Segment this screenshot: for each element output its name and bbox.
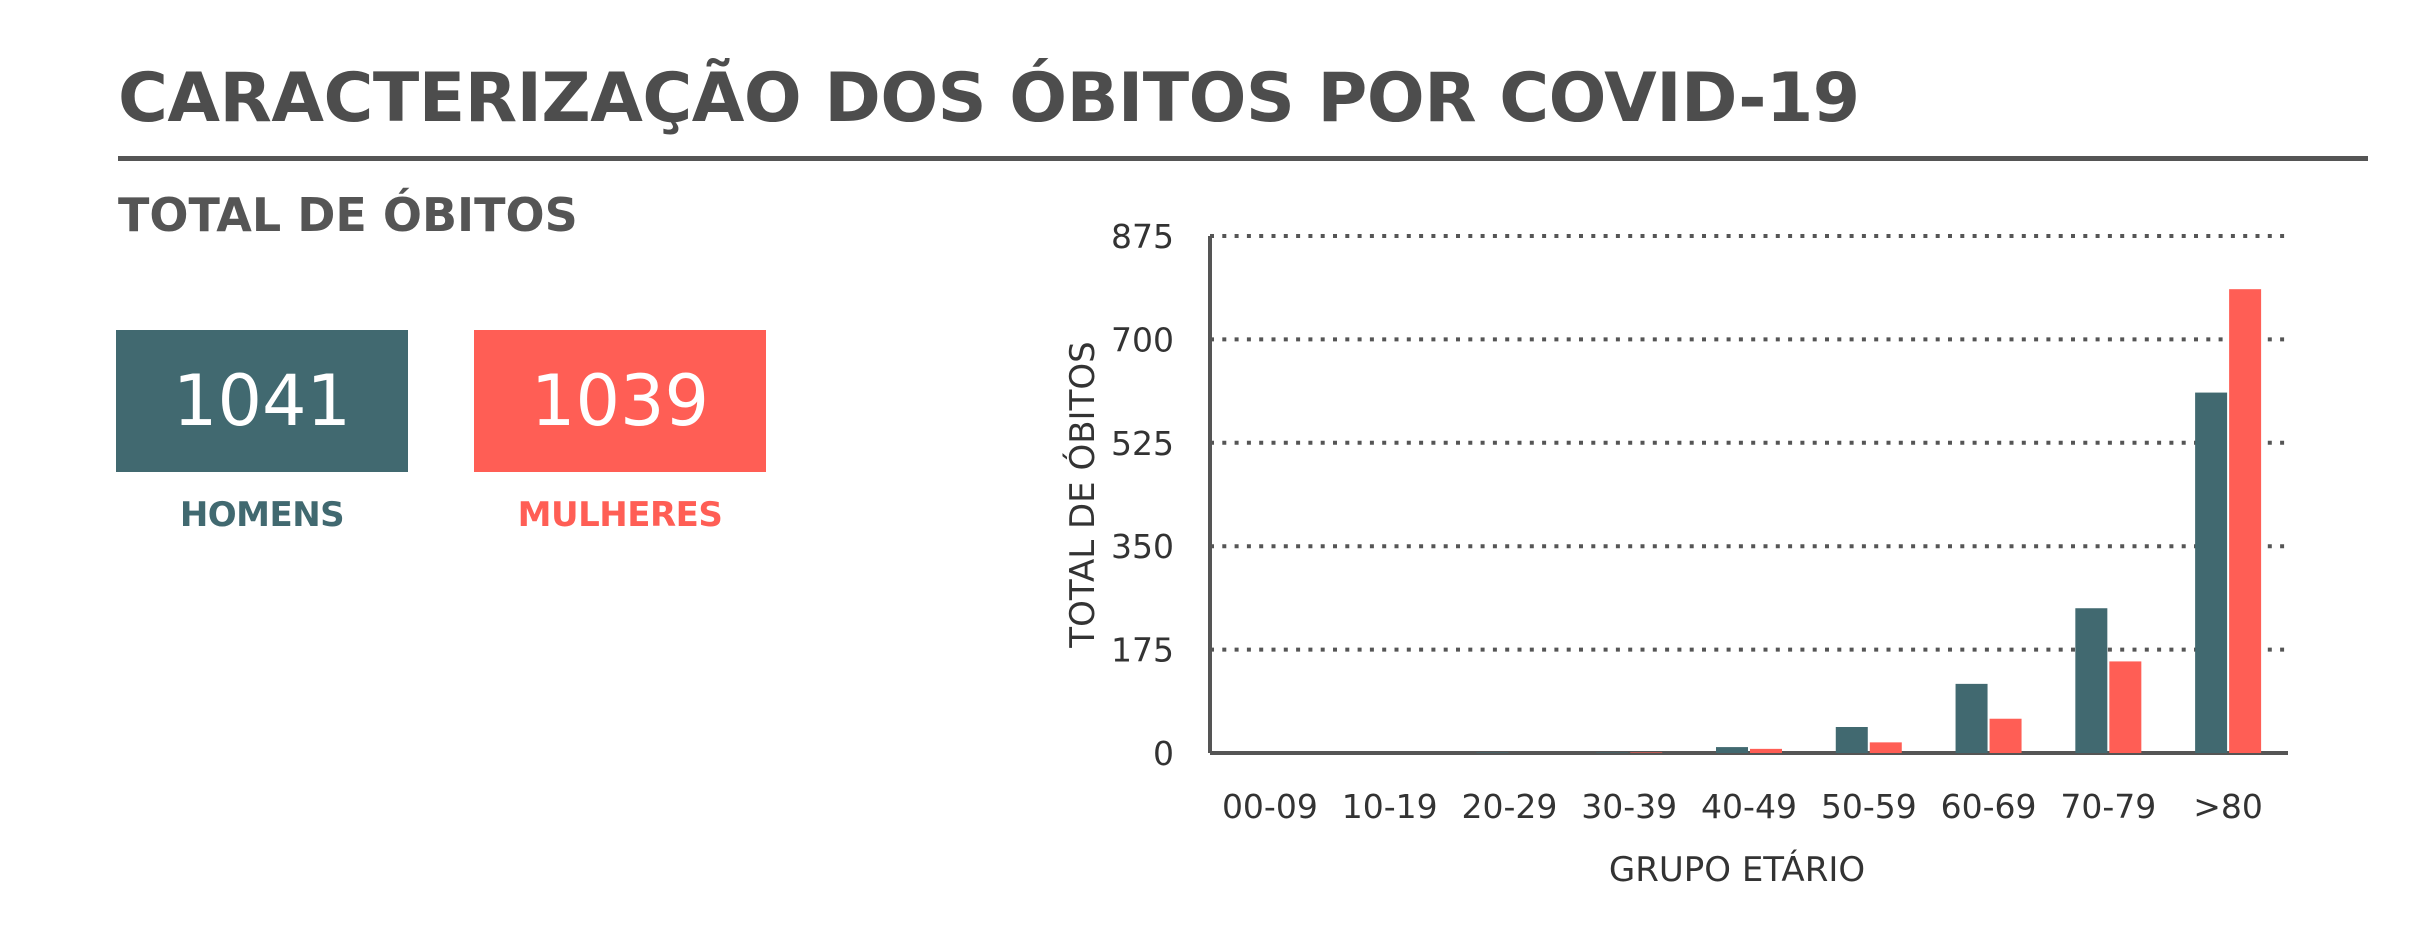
page-title: CARACTERIZAÇÃO DOS ÓBITOS POR COVID-19 (118, 59, 1860, 138)
bar-men (1835, 727, 1868, 753)
bar-men (2075, 608, 2108, 753)
bar-women (1869, 742, 1902, 753)
x-tick-label: 00-09 (1222, 787, 1318, 826)
x-tick-label: >80 (2193, 787, 2263, 826)
bar-men (1596, 752, 1629, 753)
men-total-label: HOMENS (179, 495, 345, 535)
y-tick-label: 700 (1111, 320, 1174, 359)
bar-men (1955, 683, 1988, 753)
x-axis-title: GRUPO ETÁRIO (1609, 849, 1865, 890)
women-total-box: 1039 (474, 330, 766, 472)
x-tick-label: 60-69 (1941, 787, 2037, 826)
y-tick-label: 875 (1111, 217, 1174, 256)
x-tick-label: 20-29 (1461, 787, 1557, 826)
bar-men (1716, 747, 1748, 753)
x-tick-label: 40-49 (1701, 787, 1797, 826)
x-tick-label: 10-19 (1342, 787, 1438, 826)
bar-women (2109, 661, 2142, 753)
women-total-value: 1039 (530, 360, 710, 442)
x-tick-label: 30-39 (1581, 787, 1677, 826)
y-tick-label: 525 (1111, 424, 1174, 463)
bar-women (1630, 752, 1663, 753)
men-total-box: 1041 (116, 330, 408, 472)
x-tick-label: 50-59 (1821, 787, 1917, 826)
title-divider (118, 156, 2368, 161)
x-tick-label: 70-79 (2060, 787, 2156, 826)
y-tick-label: 0 (1153, 734, 1174, 773)
y-tick-label: 350 (1111, 527, 1174, 566)
y-axis-title: TOTAL DE ÓBITOS (1062, 341, 1103, 648)
men-total-value: 1041 (172, 360, 352, 442)
bar-men (1476, 752, 1509, 753)
women-total-label: MULHERES (517, 495, 723, 535)
bar-women (1989, 718, 2022, 753)
bar-women (1750, 748, 1782, 753)
bar-women (2229, 289, 2262, 753)
bar-men (2195, 392, 2228, 753)
totals-subtitle: TOTAL DE ÓBITOS (118, 188, 578, 242)
y-tick-label: 175 (1111, 631, 1174, 670)
